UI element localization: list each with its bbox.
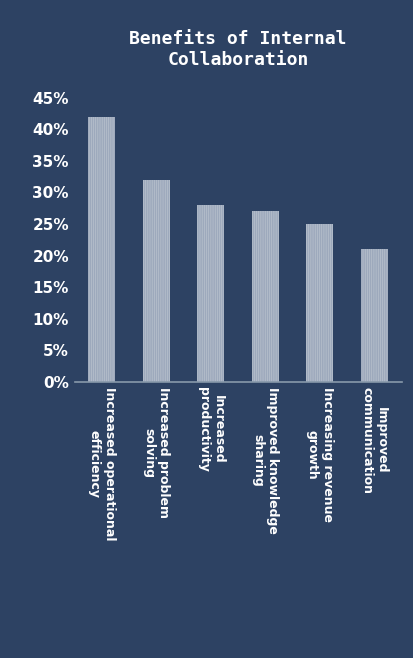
Bar bbox=[142, 180, 169, 382]
Bar bbox=[197, 205, 224, 382]
Bar bbox=[306, 224, 332, 382]
Bar bbox=[88, 117, 115, 382]
Bar bbox=[251, 211, 278, 382]
Title: Benefits of Internal
Collaboration: Benefits of Internal Collaboration bbox=[129, 30, 346, 69]
Bar bbox=[360, 249, 387, 382]
